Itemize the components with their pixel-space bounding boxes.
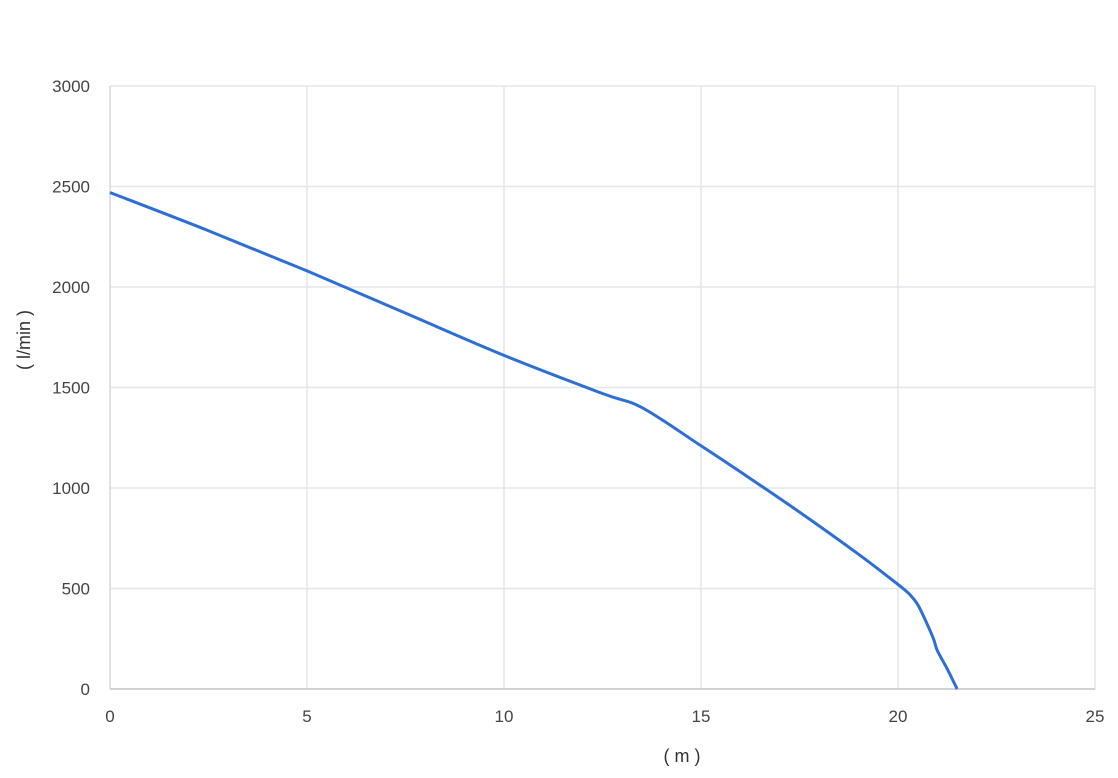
- axes: [109, 86, 1095, 690]
- y-tick-label: 1000: [52, 479, 90, 498]
- x-tick-label: 5: [302, 707, 311, 726]
- y-tick-label: 3000: [52, 77, 90, 96]
- series-line: [109, 191, 959, 690]
- grid: [110, 85, 1096, 689]
- tick-labels: 0 5 10 15 20 25 0 500 1000 1500 2000 2500 3000: [52, 77, 1104, 726]
- x-tick-label: 15: [692, 707, 711, 726]
- x-tick-label: 20: [889, 707, 908, 726]
- y-tick-label: 2000: [52, 278, 90, 297]
- y-tick-label: 500: [62, 580, 90, 599]
- y-tick-label: 2500: [52, 178, 90, 197]
- y-tick-label: 0: [81, 680, 90, 699]
- x-axis-label: ( m ): [664, 746, 701, 766]
- y-tick-label: 1500: [52, 379, 90, 398]
- x-tick-label: 10: [495, 707, 514, 726]
- x-tick-label: 25: [1086, 707, 1105, 726]
- x-tick-label: 0: [105, 707, 114, 726]
- y-axis-label: ( l/min ): [14, 310, 34, 370]
